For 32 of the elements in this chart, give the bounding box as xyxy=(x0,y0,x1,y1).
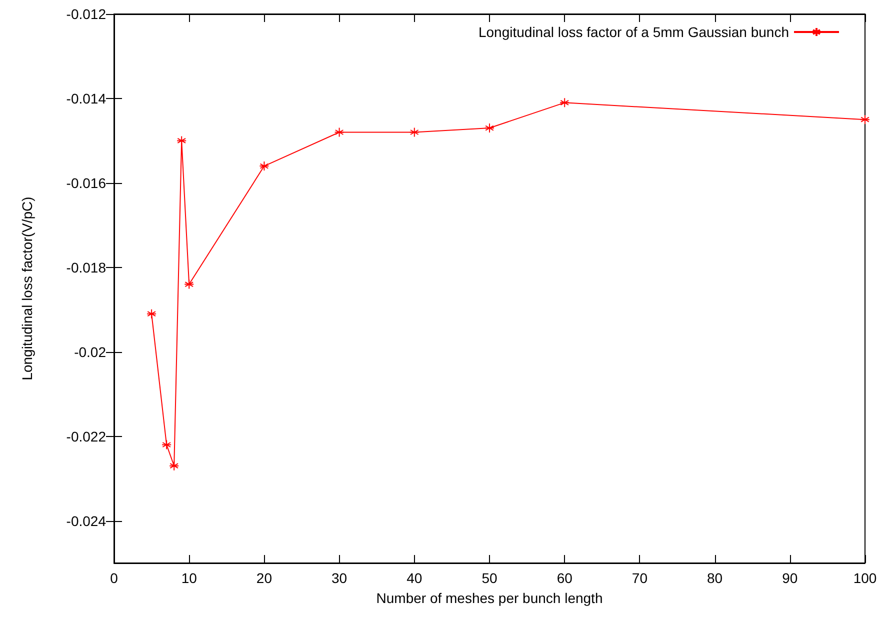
x-tick-label: 0 xyxy=(110,570,118,586)
x-tick-label: 80 xyxy=(707,570,723,586)
point xyxy=(334,127,344,138)
y-tick-label: -0.022 xyxy=(66,428,106,444)
point xyxy=(560,98,570,108)
point xyxy=(169,460,180,471)
x-tick-label: 70 xyxy=(632,570,648,586)
x-tick-label: 10 xyxy=(181,570,198,586)
y-tick-label: -0.014 xyxy=(66,90,106,106)
x-tick-label: 90 xyxy=(782,570,798,586)
y-tick-label: -0.018 xyxy=(66,259,106,276)
point xyxy=(162,440,172,450)
x-tick-label: 30 xyxy=(332,570,348,586)
x-tick-label: 20 xyxy=(256,570,272,586)
x-tick-label: 40 xyxy=(406,570,422,586)
point xyxy=(860,114,870,125)
point xyxy=(259,161,270,172)
y-tick-label: -0.012 xyxy=(66,6,106,22)
point xyxy=(176,136,187,146)
x-tick-label: 100 xyxy=(853,570,877,586)
legend-label: Longitudinal loss factor of a 5mm Gaussian bunch xyxy=(478,24,789,40)
y-axis-title: Longitudinal loss factor(V/pC) xyxy=(19,196,35,380)
y-tick-label: -0.02 xyxy=(74,344,106,360)
point xyxy=(184,279,194,290)
y-tick-label: -0.024 xyxy=(66,512,106,529)
x-axis-title: Number of meshes per bunch length xyxy=(376,590,603,606)
point xyxy=(409,127,420,138)
point xyxy=(146,308,157,319)
x-tick-label: 60 xyxy=(556,570,573,586)
y-tick-label: -0.016 xyxy=(66,174,106,191)
x-tick-label: 50 xyxy=(482,570,498,586)
point xyxy=(484,123,494,134)
